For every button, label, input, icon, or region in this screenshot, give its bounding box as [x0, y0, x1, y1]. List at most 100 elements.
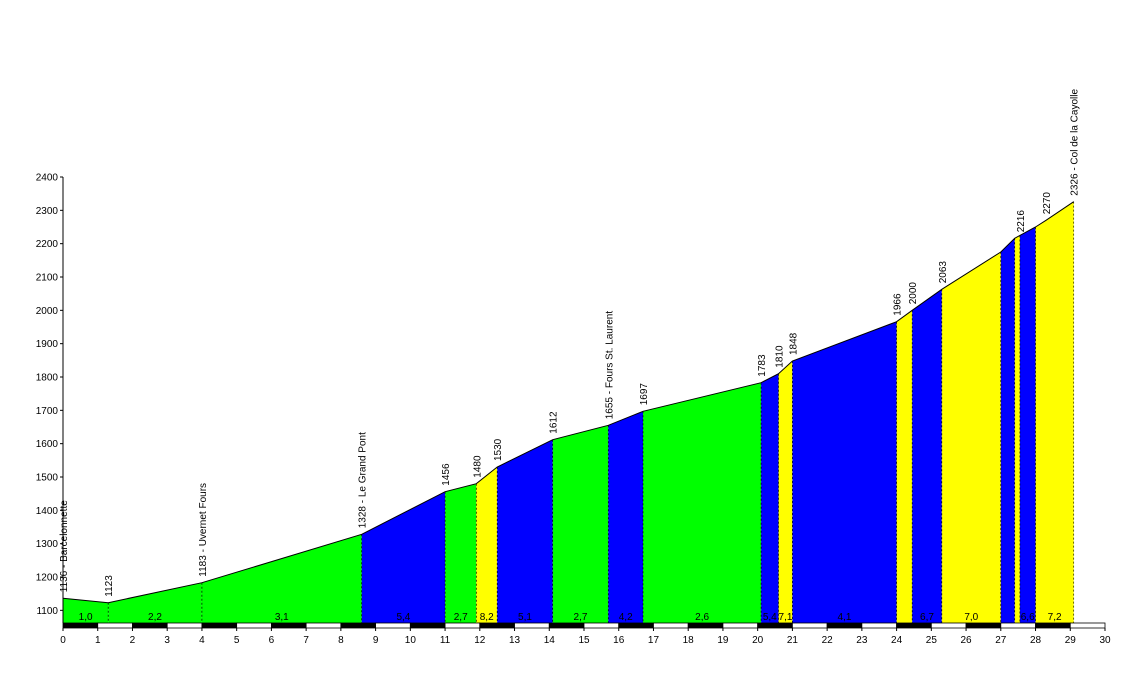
altitude-label: 1183 - Uvernet Fours — [198, 483, 209, 577]
gradient-label: 3,1 — [275, 612, 289, 623]
altitude-label: 1848 — [788, 332, 799, 355]
distance-band-cell — [861, 622, 897, 629]
x-tick-label: 22 — [822, 635, 834, 646]
segment-green-7 — [552, 425, 609, 623]
y-tick-label: 1400 — [36, 506, 59, 517]
y-tick-label: 1900 — [36, 339, 59, 350]
y-tick-label: 1500 — [36, 473, 59, 484]
altitude-label: 1136 - Barcelonnette — [59, 500, 70, 593]
distance-band-cell — [479, 622, 515, 629]
distance-band-cell — [270, 622, 307, 629]
y-tick-label: 1100 — [36, 606, 58, 617]
altitude-label: 1456 — [441, 463, 452, 486]
distance-band-cell — [514, 622, 550, 629]
distance-band-cell — [792, 622, 828, 629]
y-tick-label: 2100 — [36, 273, 59, 284]
distance-band-cell — [340, 622, 377, 629]
gradient-label: 2,2 — [148, 612, 162, 623]
gradient-label: 2,6 — [695, 612, 709, 623]
gradient-label: 1,0 — [79, 612, 93, 623]
altitude-label: 1123 — [104, 575, 115, 597]
distance-band-cell — [1069, 622, 1106, 629]
gradient-label: 7,0 — [964, 612, 978, 623]
segment-yellow-13 — [896, 310, 913, 623]
segment-yellow-19 — [1035, 201, 1074, 623]
x-tick-label: 21 — [787, 635, 799, 646]
y-tick-label: 2300 — [36, 206, 59, 217]
x-tick-label: 30 — [1099, 635, 1111, 646]
gradient-label: 4,2 — [619, 612, 633, 623]
segment-green-9 — [643, 382, 762, 623]
distance-band-cell — [305, 622, 342, 629]
gradient-label: 7,1 — [779, 612, 793, 623]
gradient-label: 6,6 — [1021, 612, 1035, 623]
gradient-label: 5,1 — [518, 612, 532, 623]
segment-yellow-5 — [476, 467, 498, 623]
altitude-label: 1783 — [757, 354, 768, 377]
x-tick-label: 10 — [405, 635, 417, 646]
distance-band-cell — [965, 622, 1002, 629]
x-tick-label: 3 — [164, 635, 170, 646]
segment-blue-16 — [1000, 238, 1015, 624]
distance-band-cell — [687, 622, 724, 629]
axes: 1100120013001400150016001700180019002000… — [36, 173, 1111, 647]
altitude-label: 1480 — [472, 455, 483, 478]
x-tick-label: 19 — [717, 635, 729, 646]
altitude-label: 1612 — [549, 411, 560, 434]
distance-band-cell — [201, 622, 238, 629]
x-tick-label: 26 — [961, 635, 973, 646]
x-tick-label: 16 — [613, 635, 625, 646]
distance-band-cell — [930, 622, 967, 629]
altitude-label: 1328 - Le Grand Pont — [358, 432, 369, 528]
distance-band-cell — [618, 622, 654, 629]
distance-band-cell — [826, 622, 863, 629]
distance-band-cell — [548, 622, 585, 629]
x-tick-label: 25 — [926, 635, 938, 646]
y-tick-label: 2000 — [36, 306, 59, 317]
altitude-label: 2326 - Col de la Cayolle — [1070, 89, 1081, 196]
x-tick-label: 17 — [648, 635, 660, 646]
segment-green-0 — [63, 598, 109, 623]
altitude-label: 1697 — [639, 383, 650, 406]
x-tick-label: 0 — [60, 635, 66, 646]
x-tick-label: 23 — [856, 635, 868, 646]
segment-blue-3 — [361, 491, 446, 623]
x-tick-label: 12 — [474, 635, 486, 646]
y-tick-label: 1700 — [36, 406, 59, 417]
segment-green-2 — [201, 534, 362, 623]
x-tick-label: 1 — [95, 635, 101, 646]
x-tick-label: 11 — [440, 635, 451, 646]
segment-green-4 — [445, 483, 477, 623]
segment-blue-8 — [608, 411, 643, 623]
profile-line — [62, 201, 1074, 604]
x-tick-label: 9 — [373, 635, 379, 646]
profile-outline — [62, 201, 1075, 623]
gradient-label: 5,4 — [396, 612, 410, 623]
gradient-labels: 1,0 2,2 3,1 5,4 2,7 8,2 5,1 2,7 4,2 2,6 5,4 7,1 4,1 6… — [79, 612, 1062, 623]
distance-band-cell — [62, 622, 99, 629]
y-tick-label: 2200 — [36, 239, 59, 250]
distance-band-cell — [757, 622, 793, 629]
gradient-label: 2,7 — [454, 612, 468, 623]
y-tick-label: 2400 — [36, 173, 59, 184]
x-tick-label: 13 — [509, 635, 521, 646]
distance-band-cell — [409, 622, 446, 629]
segment-blue-6 — [497, 439, 553, 623]
x-tick-label: 20 — [752, 635, 764, 646]
distance-band-cell — [1035, 622, 1071, 629]
segment-blue-18 — [1019, 227, 1036, 623]
gradient-segments — [63, 201, 1074, 624]
segment-blue-12 — [792, 321, 897, 623]
x-tick-label: 14 — [544, 635, 556, 646]
segment-green-1 — [108, 582, 202, 623]
distance-band-cell — [653, 622, 689, 629]
altitude-label: 1810 — [775, 345, 786, 368]
x-tick-label: 8 — [338, 635, 344, 646]
altitude-label: 1966 — [893, 293, 904, 316]
altitude-label: 2063 — [938, 261, 949, 284]
y-tick-label: 1600 — [36, 439, 59, 450]
distance-band-cell — [896, 622, 932, 629]
x-tick-label: 6 — [269, 635, 275, 646]
x-tick-label: 24 — [891, 635, 903, 646]
